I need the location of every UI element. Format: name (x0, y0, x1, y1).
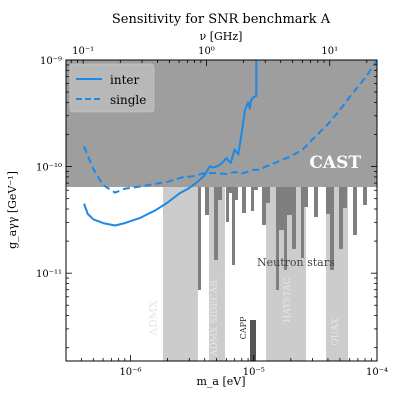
top-tick-label: 10⁰ (198, 46, 215, 57)
exclusion-regions (66, 60, 377, 361)
y-tick-label: 10⁻¹⁰ (36, 163, 62, 174)
region-label-admx-sidecar: ADMX SIDECAR (210, 280, 220, 357)
legend: inter single (69, 63, 155, 113)
x-axis-label: m_a [eV] (196, 375, 245, 388)
region-label-quax: QUAX (331, 318, 341, 346)
y-axis-label: g_aγγ [GeV⁻¹] (6, 171, 19, 249)
region-label-neutron-stars: Neutron stars (257, 256, 335, 269)
region-capp (250, 320, 256, 361)
x-tick-label: 10⁻⁵ (243, 367, 265, 378)
x-tick-label: 10⁻⁶ (119, 367, 141, 378)
y-tick-label: 10⁻¹¹ (36, 269, 62, 280)
y-tick-label: 10⁻⁹ (40, 56, 62, 67)
region-label-capp: CAPP (239, 316, 248, 339)
region-admx (163, 187, 198, 361)
region-labels: CAST Neutron stars ADMX ADMX SIDECAR CAP… (147, 153, 361, 357)
region-label-cast: CAST (309, 153, 361, 173)
legend-inter-label: inter (110, 73, 139, 87)
chart-title: Sensitivity for SNR benchmark A (112, 12, 331, 27)
legend-single-label: single (110, 93, 146, 107)
plot-frame (65, 59, 378, 362)
region-label-haystac: HAYSTAC (283, 277, 293, 322)
region-label-admx: ADMX (147, 300, 160, 337)
top-tick-label: 10⁻¹ (72, 46, 94, 57)
top-axis-label: ν [GHz] (200, 30, 243, 43)
series-line-inter (83, 60, 258, 227)
series-line-single (83, 60, 377, 194)
series-layer (83, 60, 377, 227)
top-tick-label: 10¹ (321, 46, 338, 57)
x-tick-label: 10⁻⁴ (366, 367, 388, 378)
region-admx-sidecar (209, 187, 225, 361)
region-neutron-stars (198, 187, 367, 290)
axis-ticks: 10⁻⁶ 10⁻⁵ 10⁻⁴ 10⁻¹ 10⁰ 10¹ 10⁻¹¹ 10⁻¹⁰ 10⁻⁹ (36, 46, 388, 378)
